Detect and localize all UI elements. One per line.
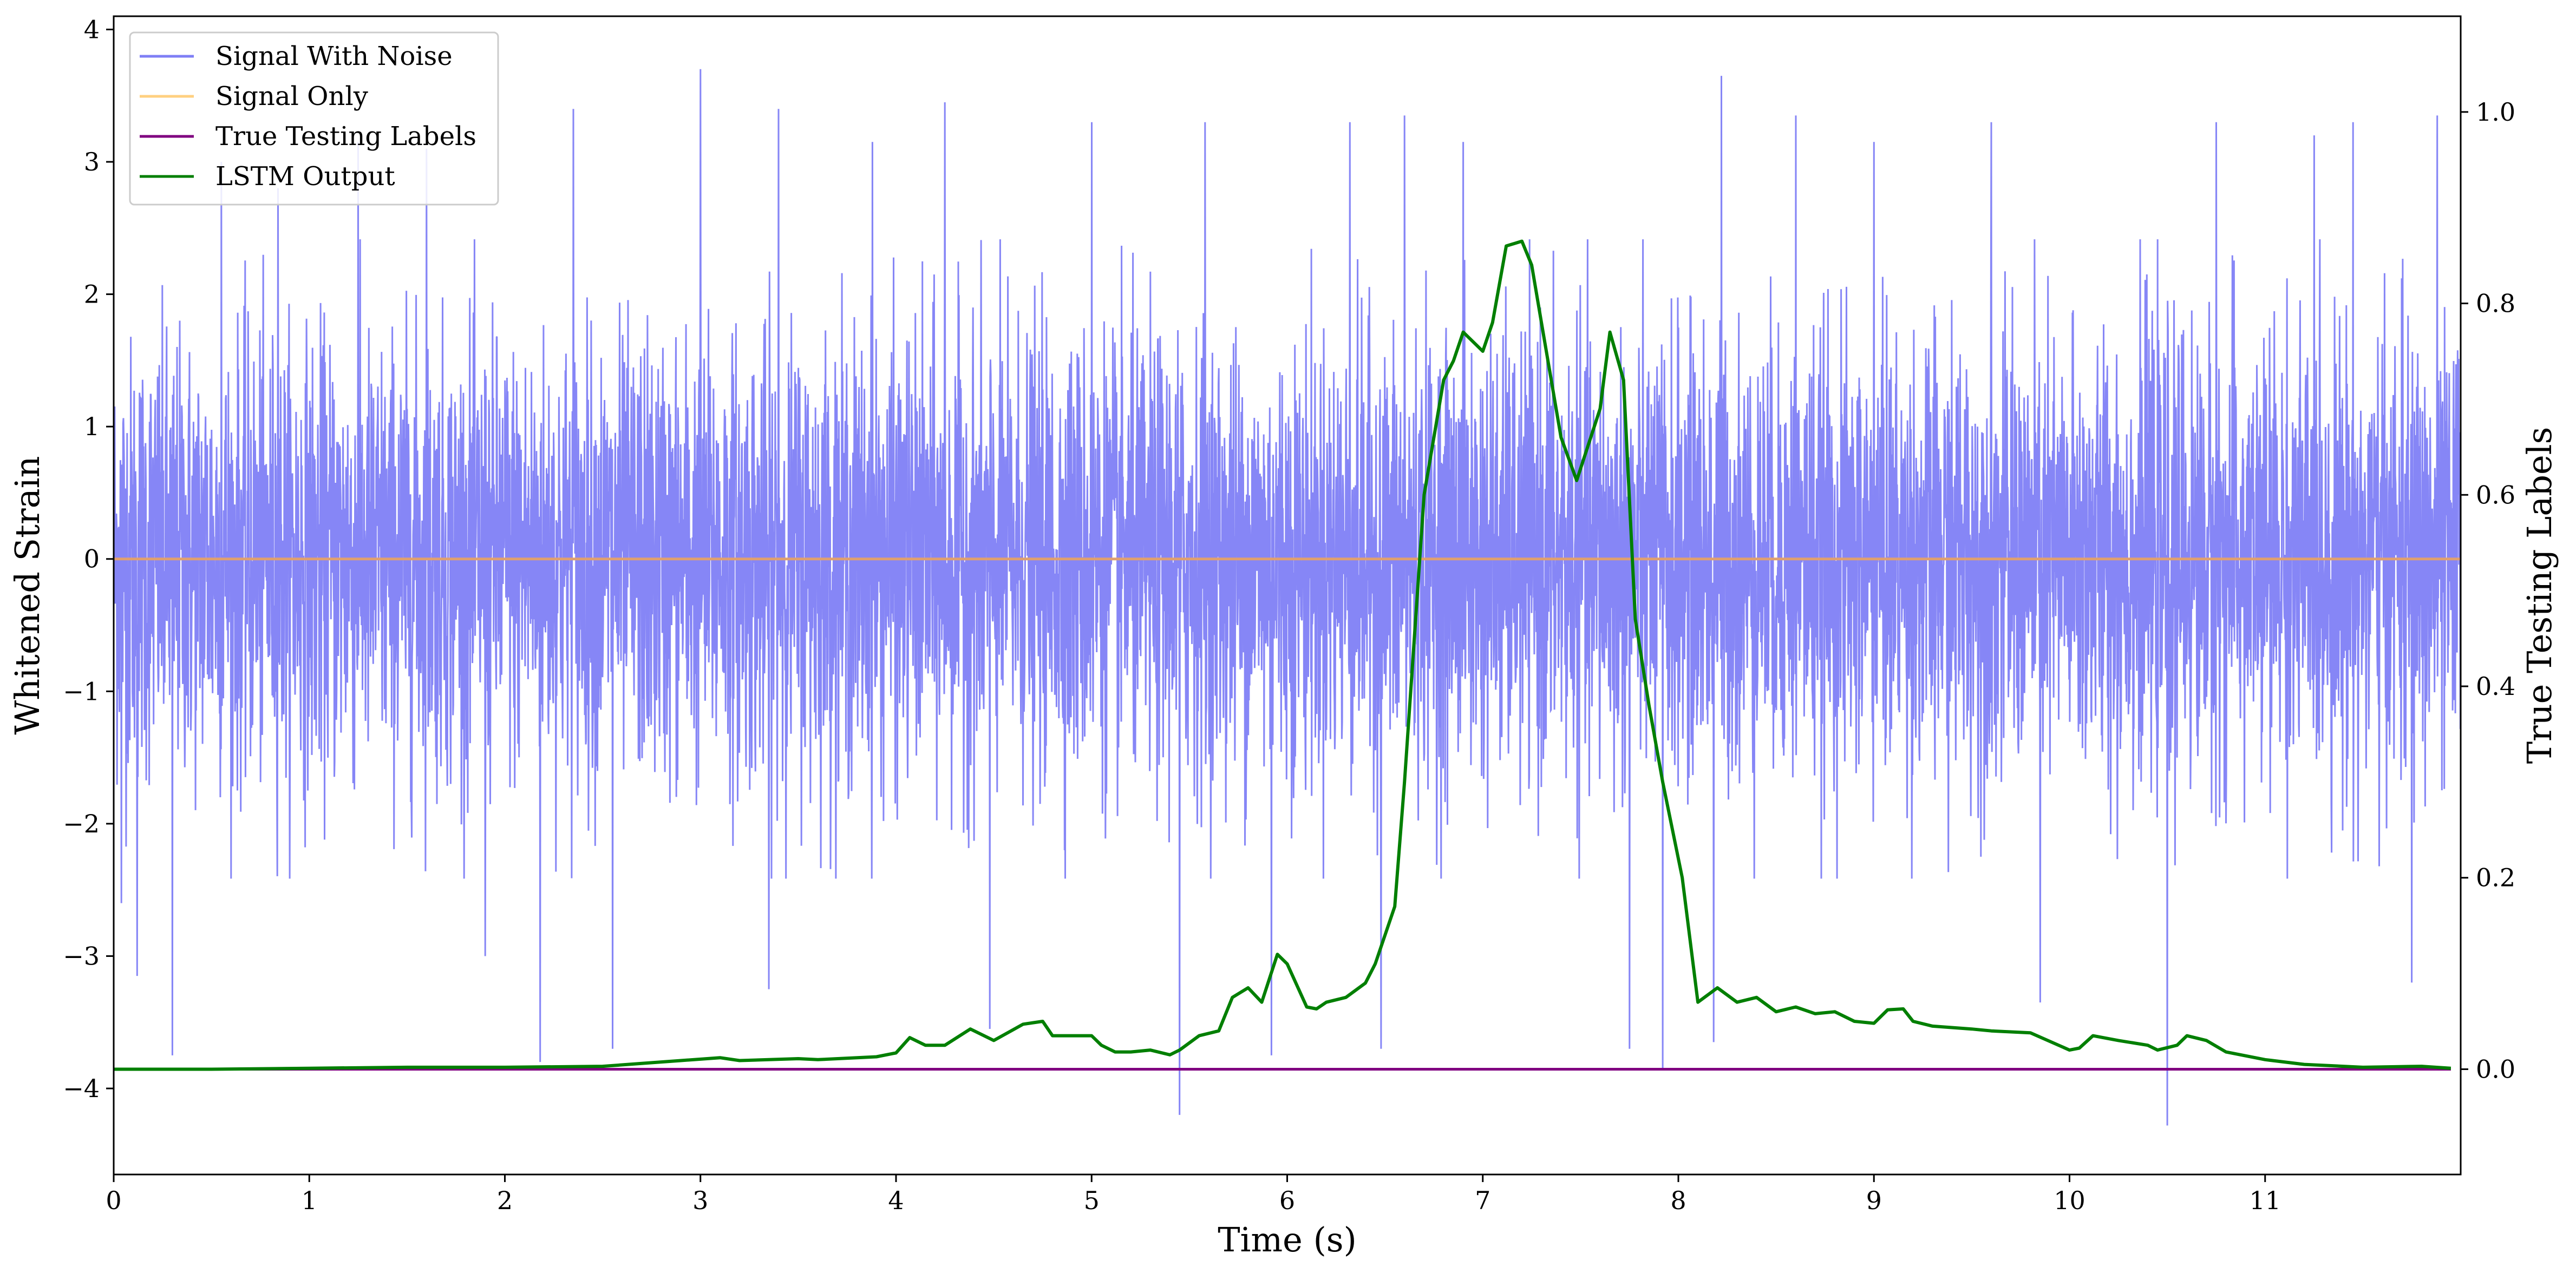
y-tick-label: 1 (84, 412, 100, 441)
x-tick-label: 10 (2054, 1186, 2085, 1215)
legend: Signal With Noise Signal Only True Testi… (129, 31, 499, 206)
y2-tick-label: 1.0 (2476, 97, 2515, 127)
legend-label-true-testing-labels: True Testing Labels (215, 121, 476, 152)
x-tick-label: 7 (1475, 1186, 1490, 1215)
x-axis-label: Time (s) (1218, 1220, 1357, 1259)
y2-axis-label: True Testing Labels (2520, 427, 2559, 764)
y-tick-label: 2 (84, 280, 100, 309)
y-axis-label: Whitened Strain (8, 456, 47, 735)
lstm-output-series (114, 239, 2451, 1071)
y2-tick-label: 0.6 (2476, 480, 2515, 509)
x-tick-label: 4 (888, 1186, 904, 1215)
y2-tick-label: 0.2 (2476, 863, 2515, 893)
x-tick-label: 0 (106, 1186, 121, 1215)
legend-label-signal-only: Signal Only (215, 81, 368, 111)
x-tick-label: 6 (1279, 1186, 1295, 1215)
x-tick-label: 11 (2249, 1186, 2281, 1215)
x-axis-ticks: 0 1 2 3 4 5 6 7 8 9 10 11 (106, 1174, 2281, 1215)
y-tick-label: −2 (63, 809, 100, 838)
x-tick-label: 8 (1670, 1186, 1686, 1215)
x-tick-label: 5 (1084, 1186, 1100, 1215)
lstm-output-line (114, 239, 2451, 1071)
y2-tick-label: 0.4 (2476, 672, 2515, 701)
signal-with-noise-series (114, 69, 2461, 1126)
y-tick-label: −1 (63, 677, 100, 706)
y-tick-label: −3 (63, 941, 100, 970)
x-tick-label: 2 (497, 1186, 513, 1215)
legend-label-signal-with-noise: Signal With Noise (215, 41, 453, 71)
x-tick-label: 1 (302, 1186, 317, 1215)
y2-axis-ticks: 1.0 0.8 0.6 0.4 0.2 0.0 (2461, 97, 2515, 1084)
x-tick-label: 9 (1866, 1186, 1882, 1215)
legend-label-lstm-output: LSTM Output (215, 161, 395, 192)
legend-box (129, 31, 499, 206)
y-axis-ticks: 4 3 2 1 0 −1 −2 −3 −4 (63, 15, 114, 1103)
y2-tick-label: 0.8 (2476, 289, 2515, 318)
y2-tick-label: 0.0 (2476, 1054, 2515, 1084)
y-tick-label: 0 (84, 544, 100, 574)
y-tick-label: 3 (84, 147, 100, 176)
y-tick-label: 4 (84, 15, 100, 44)
y-tick-label: −4 (63, 1074, 100, 1103)
signal-with-noise-line (114, 69, 2461, 1126)
x-tick-label: 3 (692, 1186, 708, 1215)
